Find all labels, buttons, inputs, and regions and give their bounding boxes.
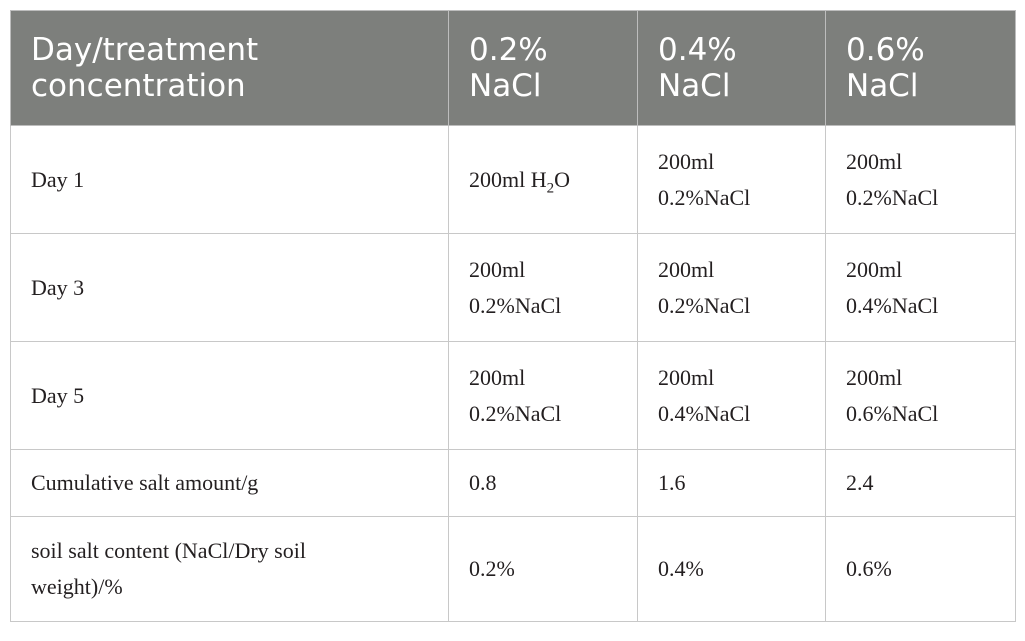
cell-text: 200ml — [469, 256, 526, 282]
cell-text: 200ml — [846, 256, 903, 282]
cell-text: 200ml — [469, 364, 526, 390]
table-cell: 200ml H2O — [448, 125, 638, 234]
cell-text: weight)/% — [31, 574, 123, 599]
header-text: Day/treatment — [31, 32, 259, 68]
table-cell: 0.4% — [637, 516, 826, 622]
header-text: concentration — [31, 68, 246, 104]
table-row: Cumulative salt amount/g 0.8 1.6 2.4 — [10, 449, 1016, 517]
header-text: NaCl — [846, 68, 919, 104]
header-text: NaCl — [658, 68, 731, 104]
row-label: Day 5 — [10, 341, 449, 450]
table-row: Day 5 200ml 0.2%NaCl 200ml 0.4%NaCl 200ml 0… — [10, 341, 1016, 450]
table-cell: 0.2% — [448, 516, 638, 622]
salt-treatment-table: Day/treatment concentration 0.2% NaCl 0.… — [10, 10, 1016, 622]
table-cell: 200ml 0.6%NaCl — [825, 341, 1016, 450]
table-row: soil salt content (NaCl/Dry soil weight)/… — [10, 516, 1016, 622]
table-cell: 200ml 0.2%NaCl — [637, 233, 826, 342]
table-cell: 0.8 — [448, 449, 638, 517]
cell-text: 0.4%NaCl — [658, 400, 751, 426]
table-cell: 200ml 0.2%NaCl — [448, 341, 638, 450]
header-text: 0.6% — [846, 32, 925, 68]
table-cell: 200ml 0.2%NaCl — [825, 125, 1016, 234]
table-cell: 1.6 — [637, 449, 826, 517]
table-row: Day 3 200ml 0.2%NaCl 200ml 0.2%NaCl 200ml 0… — [10, 233, 1016, 342]
table-cell: 0.6% — [825, 516, 1016, 622]
table-row: Day 1 200ml H2O 200ml 0.2%NaCl 200ml 0.2%N… — [10, 125, 1016, 234]
row-label: soil salt content (NaCl/Dry soil weight)/… — [10, 516, 449, 622]
cell-text: 200ml H — [469, 166, 547, 192]
cell-text: 200ml — [846, 148, 903, 174]
header-text: 0.4% — [658, 32, 737, 68]
table-cell: 200ml 0.2%NaCl — [637, 125, 826, 234]
cell-text: 200ml — [658, 148, 715, 174]
cell-text: soil salt content (NaCl/Dry soil — [31, 538, 306, 563]
cell-text: 0.2%NaCl — [658, 184, 751, 210]
table-cell: 2.4 — [825, 449, 1016, 517]
table-cell: 200ml 0.4%NaCl — [825, 233, 1016, 342]
row-label: Cumulative salt amount/g — [10, 449, 449, 517]
header-day-treatment: Day/treatment concentration — [10, 10, 449, 126]
table-cell: 200ml 0.2%NaCl — [448, 233, 638, 342]
cell-text: 0.2%NaCl — [469, 292, 562, 318]
header-0.4-nacl: 0.4% NaCl — [637, 10, 826, 126]
subscript: 2 — [546, 179, 555, 196]
header-row: Day/treatment concentration 0.2% NaCl 0.… — [10, 10, 1016, 126]
cell-text: 0.4%NaCl — [846, 292, 939, 318]
cell-text: 200ml — [658, 256, 715, 282]
header-0.2-nacl: 0.2% NaCl — [448, 10, 638, 126]
header-text: NaCl — [469, 68, 542, 104]
cell-text: 0.2%NaCl — [658, 292, 751, 318]
cell-text: 200ml — [846, 364, 903, 390]
cell-text: 0.6%NaCl — [846, 400, 939, 426]
row-label: Day 1 — [10, 125, 449, 234]
header-0.6-nacl: 0.6% NaCl — [825, 10, 1016, 126]
cell-text: 0.2%NaCl — [469, 400, 562, 426]
cell-text: 200ml — [658, 364, 715, 390]
table-container: Day/treatment concentration 0.2% NaCl 0.… — [10, 10, 1016, 622]
cell-text: 0.2%NaCl — [846, 184, 939, 210]
table-cell: 200ml 0.4%NaCl — [637, 341, 826, 450]
header-text: 0.2% — [469, 32, 548, 68]
cell-text: O — [554, 166, 571, 192]
row-label: Day 3 — [10, 233, 449, 342]
